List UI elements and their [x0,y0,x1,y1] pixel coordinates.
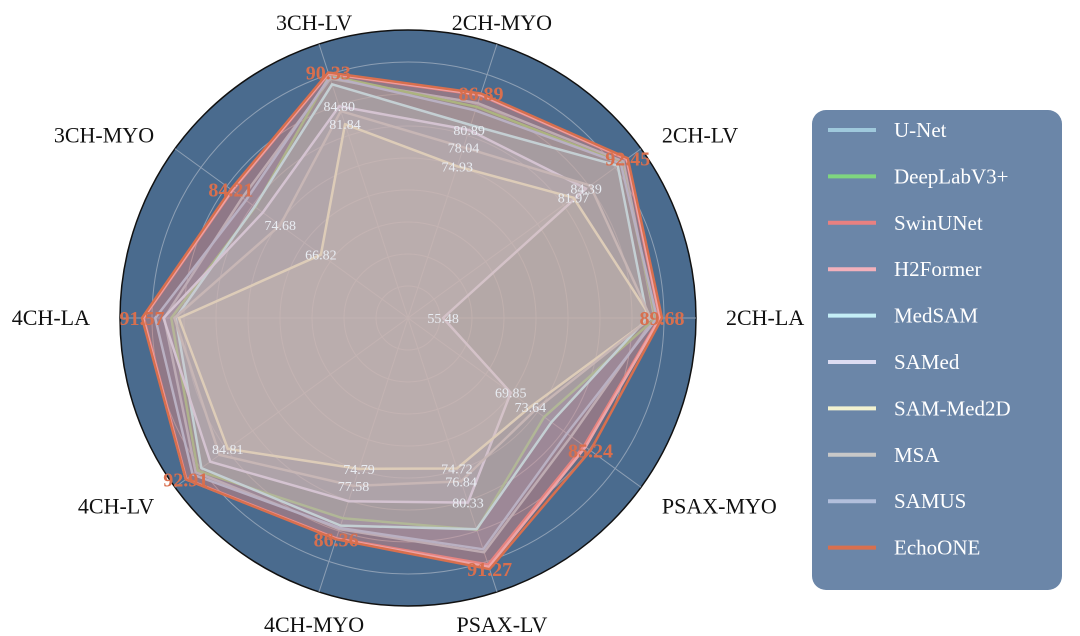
series-line [173,109,652,488]
data-label: 66.82 [305,249,337,264]
data-label: 74.93 [442,160,474,175]
legend-item: EchoONE [828,536,980,560]
data-label: 85.24 [568,441,613,463]
grid-spoke [407,317,642,488]
legend-item: SAM-Med2D [828,396,1011,420]
legend: U-Net DeepLabV3+ SwinUNet H2Former MedSAM SAM… [812,110,1062,590]
series-samus [153,75,659,551]
data-label: 92.45 [605,148,650,170]
data-label: 76.84 [445,475,477,490]
grid-spoke [407,148,642,319]
series-deeplabv3- [169,74,657,532]
legend-label: SAM-Med2D [894,396,1011,420]
data-label: 84.81 [212,443,244,458]
grid-spoke [318,43,409,319]
legend-item: SwinUNet [828,211,983,235]
data-label: 91.57 [120,308,165,330]
legend-item: MedSAM [828,304,978,328]
series-line [140,71,664,571]
axis-label: 4CH-LV [78,494,154,519]
axis-label: 2CH-LA [726,305,804,330]
data-label: 89.68 [640,308,685,330]
series-line [162,104,588,504]
axis-label: 4CH-MYO [264,612,364,636]
legend-item: DeepLabV3+ [828,164,1008,188]
legend-label: MedSAM [894,304,978,328]
data-label: 84.80 [323,100,355,115]
axis-label: 3CH-MYO [54,122,154,147]
axis-label: 2CH-MYO [452,10,552,35]
data-label: 80.33 [452,497,484,512]
data-label: 81.97 [558,192,590,207]
grid-spoke [407,43,498,319]
series-line [177,122,653,471]
legend-label: U-Net [894,118,947,142]
legend-label: DeepLabV3+ [894,164,1008,188]
series-samed [162,104,588,504]
grid-spoke [174,317,409,488]
legend-item: MSA [828,443,940,467]
legend-item: SAMUS [828,489,966,513]
legend-label: EchoONE [894,536,980,560]
data-label: 86.36 [314,529,359,551]
legend-label: SAMUS [894,489,966,513]
axis-label: PSAX-MYO [662,494,777,519]
data-label: 78.04 [448,141,480,156]
axis-label: 3CH-LV [276,10,352,35]
axis-label: 4CH-LA [12,305,90,330]
legend-label: MSA [894,443,940,467]
axis-label: 2CH-LV [662,122,738,147]
data-label: 90.33 [306,63,351,85]
series-line [169,74,657,532]
legend-box [812,110,1062,590]
data-label: 74.68 [264,219,296,234]
data-label: 84.21 [208,179,253,201]
data-label: 73.64 [515,401,547,416]
data-label: 91.27 [467,559,512,581]
data-label: 84.39 [570,183,602,198]
legend-label: H2Former [894,257,982,281]
data-label: 80.89 [453,124,485,139]
series-echoone [140,71,664,571]
legend-label: SAMed [894,350,960,374]
legend-item: H2Former [828,257,982,281]
series-msa [173,109,652,488]
data-label: 77.58 [338,480,370,495]
data-label: 92.91 [163,469,208,491]
legend-label: SwinUNet [894,211,983,235]
legend-item: U-Net [828,118,947,142]
radar-plot-area: 2CH-LA 2CH-LV 2CH-MYO 3CH-LV 3CH-MYO 4CH-LA 4C… [12,10,805,636]
data-label: 81.84 [329,118,361,133]
grid-spoke [318,317,409,593]
series-line [153,75,659,551]
grid-spoke [407,317,498,593]
legend-item: SAMed [828,350,960,374]
data-label: 74.79 [343,463,375,478]
data-label: 55.48 [427,312,459,327]
series-sam-med2d [177,122,653,471]
data-label: 86.89 [459,84,504,106]
data-label: 74.72 [441,463,473,478]
grid-spoke [174,148,409,319]
axis-label: PSAX-LV [456,612,547,636]
data-label: 69.85 [495,387,527,402]
